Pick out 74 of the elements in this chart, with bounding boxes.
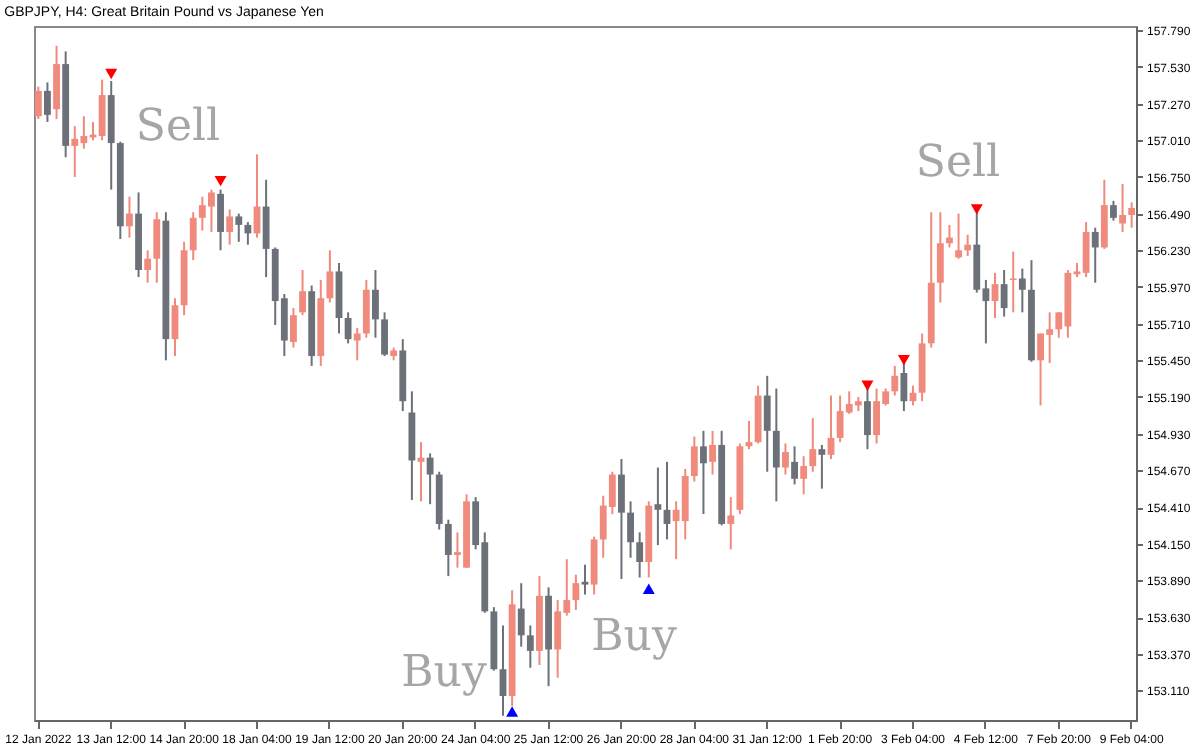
candlestick bbox=[964, 233, 972, 257]
candlestick bbox=[217, 188, 224, 252]
candlestick bbox=[818, 443, 826, 490]
candlestick bbox=[126, 195, 133, 239]
point bbox=[861, 380, 874, 391]
candlestick bbox=[326, 249, 334, 304]
candlestick bbox=[362, 278, 370, 339]
candlestick bbox=[690, 435, 698, 483]
candlestick bbox=[107, 80, 115, 191]
candlestick bbox=[727, 496, 735, 551]
candlestick bbox=[517, 582, 525, 648]
annotation: Sell bbox=[915, 138, 1001, 188]
candlestick bbox=[590, 535, 598, 596]
candlestick bbox=[226, 208, 234, 246]
candlestick bbox=[946, 223, 953, 249]
candlestick bbox=[891, 364, 899, 397]
candlestick bbox=[353, 326, 361, 362]
candlestick bbox=[791, 445, 798, 486]
point bbox=[642, 583, 655, 595]
candlestick bbox=[526, 624, 534, 669]
candlestick bbox=[381, 311, 388, 358]
candlestick bbox=[1110, 199, 1117, 222]
point bbox=[105, 68, 118, 80]
candlestick bbox=[1100, 178, 1108, 250]
annotation: Buy bbox=[591, 612, 678, 662]
candlestick bbox=[1119, 182, 1126, 233]
candlestick bbox=[554, 599, 562, 679]
candlestick bbox=[782, 442, 789, 476]
candlestick bbox=[408, 390, 416, 501]
candlestick bbox=[754, 384, 762, 445]
annotation: Buy bbox=[401, 648, 488, 698]
candlestick bbox=[1018, 267, 1026, 314]
candlestick bbox=[681, 467, 689, 541]
candlestick bbox=[444, 518, 452, 578]
candlestick bbox=[290, 307, 297, 349]
candlestick bbox=[618, 458, 625, 580]
point bbox=[214, 175, 227, 187]
candlestick bbox=[709, 429, 716, 476]
candlestick bbox=[1082, 221, 1090, 279]
candlestick bbox=[936, 211, 944, 304]
candlestick bbox=[763, 374, 771, 473]
candlestick bbox=[244, 221, 252, 246]
candlestick bbox=[800, 455, 808, 496]
candlestick bbox=[53, 44, 60, 121]
candlestick bbox=[372, 269, 379, 339]
candlestick bbox=[426, 452, 434, 506]
point bbox=[897, 355, 910, 366]
candlestick bbox=[44, 81, 51, 123]
candlestick bbox=[189, 211, 197, 262]
candlestick bbox=[581, 563, 589, 596]
candlestick bbox=[1128, 201, 1136, 229]
candlestick bbox=[636, 531, 644, 579]
candlestick bbox=[98, 78, 106, 142]
candlestick bbox=[144, 249, 152, 284]
candlestick bbox=[235, 212, 243, 243]
candlestick bbox=[262, 178, 270, 279]
candlestick bbox=[955, 212, 962, 260]
candlestick bbox=[700, 429, 707, 516]
candlestick bbox=[344, 311, 352, 345]
candlestick bbox=[809, 417, 817, 473]
candlestick bbox=[572, 573, 580, 611]
candlestick bbox=[1091, 226, 1099, 284]
candlestick bbox=[34, 85, 42, 121]
candlestick bbox=[772, 387, 780, 503]
point bbox=[970, 204, 983, 215]
candlestick bbox=[1000, 269, 1008, 318]
annotation: Sell bbox=[135, 102, 221, 152]
candlestick bbox=[654, 466, 662, 547]
point bbox=[506, 706, 519, 717]
candlestick bbox=[299, 269, 306, 317]
candlestick bbox=[1009, 250, 1017, 314]
candlestick bbox=[71, 125, 79, 178]
candlestick bbox=[153, 211, 161, 284]
candlestick bbox=[627, 500, 634, 559]
